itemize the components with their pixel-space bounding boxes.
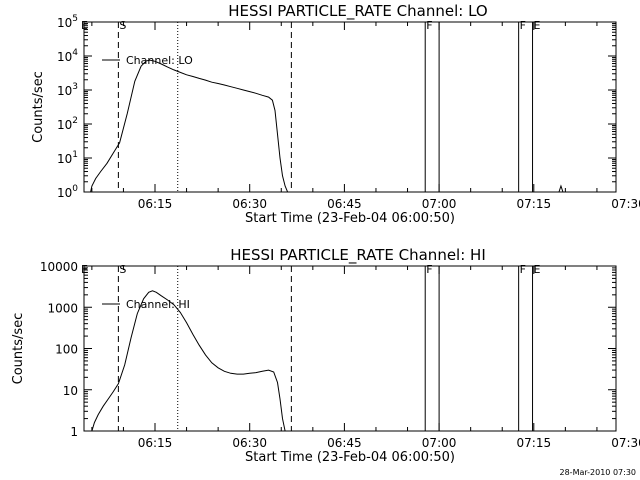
y-tick-label: 100 [55, 343, 78, 357]
plot-timestamp: 28-Mar-2010 07:30 [560, 468, 637, 477]
x-tick-label: 06:45 [327, 197, 362, 211]
plot-frame [83, 265, 617, 432]
x-tick-label: 06:15 [138, 436, 173, 450]
x-tick-label: 07:00 [422, 436, 457, 450]
y-tick-label: 10 [63, 384, 78, 398]
x-axis-label: Start Time (23-Feb-04 06:00:50) [245, 450, 455, 465]
series-line [91, 290, 286, 431]
y-tick-label: 104 [57, 48, 78, 64]
flag-label: F [426, 263, 432, 276]
flag-label: F [426, 19, 432, 32]
flag-label: E [81, 19, 88, 32]
y-tick-label: 101 [57, 150, 78, 166]
lo-channel-panel: HESSI PARTICLE_RATE Channel: LO 06:15 06:3… [31, 2, 640, 226]
y-tick-label: 105 [57, 14, 78, 30]
y-tick-label: 10000 [40, 260, 78, 274]
flag-label: E [534, 263, 541, 276]
plot-frame [83, 21, 617, 193]
x-tick-label: 06:30 [232, 197, 267, 211]
chart-title: HESSI PARTICLE_RATE Channel: LO [228, 2, 487, 21]
flag-label: E [534, 19, 541, 32]
x-tick-label: 07:00 [422, 197, 457, 211]
hi-channel-panel: HESSI PARTICLE_RATE Channel: HI 06:15 06:3… [11, 246, 640, 465]
x-axis-label: Start Time (23-Feb-04 06:00:50) [245, 211, 455, 226]
chart-title: HESSI PARTICLE_RATE Channel: HI [230, 246, 486, 265]
flag-label: E [81, 263, 88, 276]
flag-label: S [119, 19, 126, 32]
x-tick-label: 06:15 [138, 197, 173, 211]
x-tick-label: 07:15 [517, 197, 552, 211]
y-tick-label: 100 [57, 184, 78, 200]
y-tick-label: 1 [70, 425, 78, 439]
y-axis-label: Counts/sec [31, 71, 46, 143]
x-tick-label: 07:30 [611, 436, 640, 450]
x-tick-label: 06:30 [232, 436, 267, 450]
legend-label: Channel: HI [126, 298, 190, 311]
y-tick-label: 103 [57, 82, 78, 98]
legend-label: Channel: LO [126, 54, 193, 67]
flag-label: S [119, 263, 126, 276]
x-tick-label: 06:45 [327, 436, 362, 450]
y-tick-label: 1000 [47, 301, 78, 315]
x-tick-label: 07:15 [517, 436, 552, 450]
flag-label: F [520, 263, 526, 276]
y-axis-label: Counts/sec [11, 313, 26, 385]
series-spike [558, 184, 564, 193]
y-tick-label: 102 [57, 116, 78, 132]
series-line [90, 59, 289, 192]
x-tick-label: 07:30 [611, 197, 640, 211]
flag-label: F [520, 19, 526, 32]
